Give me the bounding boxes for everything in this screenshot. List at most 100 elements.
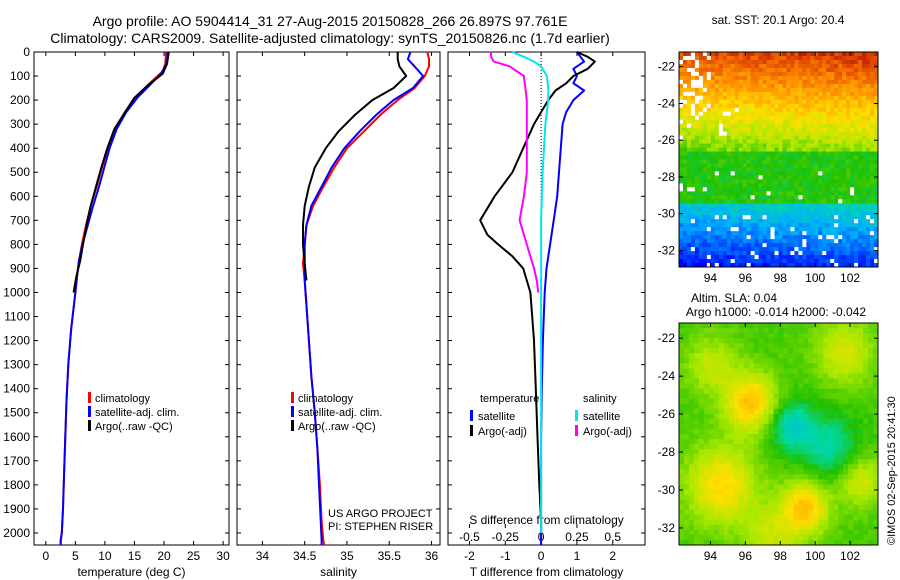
depth-tick-label: 1700: [3, 454, 30, 468]
map-y-tick-label: -32: [658, 243, 676, 257]
legend-label: climatology: [298, 393, 354, 405]
legend-swatch: [291, 420, 294, 431]
sla-map-title: Altim. SLA: 0.04: [691, 291, 777, 305]
legend-group-salinity: salinity: [583, 393, 617, 405]
depth-tick-label: 700: [10, 213, 30, 227]
map-y-tick-label: -22: [658, 60, 676, 74]
series-line-satellite-adj-clim: [59, 52, 169, 545]
series-line-salinity-satellite: [512, 51, 550, 533]
legend-label: Argo(..raw -QC): [95, 421, 173, 433]
legend-label: Argo(-adj): [583, 426, 632, 438]
map-x-tick-label: 98: [774, 271, 788, 285]
legend-label: Argo(-adj): [478, 426, 527, 438]
depth-tick-label: 1300: [3, 358, 30, 372]
legend-swatch: [575, 410, 578, 421]
series-line-salinity-argo-adj: [490, 52, 540, 293]
x-tick-label: -2: [464, 549, 475, 563]
depth-tick-label: 1100: [4, 310, 30, 324]
x-tick-label: 0: [538, 549, 545, 563]
secondary-x-axis-label: S difference from climatology: [469, 513, 624, 527]
panel-frame-0: [33, 51, 230, 546]
x-tick-label: 34: [256, 549, 270, 563]
legend-label: satellite-adj. clim.: [298, 407, 382, 419]
map-y-tick-label: -28: [658, 445, 676, 459]
x-tick-label: 30: [216, 549, 230, 563]
credit-text: ©IMOS 02-Sep-2015 20:41:30: [886, 396, 898, 545]
x-tick-label: 25: [187, 549, 201, 563]
map-x-tick-label: 96: [739, 549, 753, 563]
map-x-tick-label: 96: [739, 271, 753, 285]
map-x-tick-label: 94: [704, 549, 718, 563]
project-annotation: US ARGO PROJECT: [328, 508, 433, 520]
depth-tick-label: 1400: [3, 382, 30, 396]
depth-tick-label: 100: [10, 69, 30, 83]
depth-tick-label: 400: [10, 141, 30, 155]
legend-swatch: [470, 410, 473, 421]
map-x-tick-label: 100: [805, 271, 825, 285]
legend-swatch: [470, 425, 473, 436]
series-line-argo-raw-qc: [72, 51, 170, 293]
depth-tick-label: 200: [10, 93, 30, 107]
x-tick-label: 35: [340, 549, 354, 563]
depth-tick-label: 1900: [3, 502, 30, 516]
depth-tick-label: 2000: [3, 526, 30, 540]
map-y-tick-label: -30: [658, 483, 676, 497]
legend-swatch: [291, 406, 294, 417]
map-x-tick-label: 94: [704, 271, 718, 285]
map-y-tick-label: -24: [658, 96, 676, 110]
series-line-temperature-argo-adj: [479, 51, 596, 533]
secondary-x-tick-label: -0.5: [459, 530, 480, 544]
sst-map: [679, 52, 878, 267]
series-line-satellite-adj-clim: [303, 51, 425, 545]
map-x-tick-label: 102: [840, 271, 860, 285]
series-line-argo-raw-qc: [302, 52, 408, 281]
legend-swatch: [88, 392, 91, 403]
legend-swatch: [88, 420, 91, 431]
panel-frame-1: [236, 51, 441, 546]
sla-map: [679, 323, 878, 545]
map-x-tick-label: 102: [840, 549, 860, 563]
x-axis-label: temperature (deg C): [77, 565, 185, 579]
map-y-tick-label: -22: [658, 331, 676, 345]
secondary-x-tick-label: -0.25: [492, 530, 520, 544]
panel-frame-2: [447, 51, 646, 546]
x-axis-label: salinity: [320, 565, 357, 579]
x-tick-label: 35.5: [378, 549, 402, 563]
sst-map-title: sat. SST: 20.1 Argo: 20.4: [712, 13, 845, 27]
legend-label: satellite: [583, 411, 620, 423]
chart-title-line-2: Climatology: CARS2009. Satellite-adjuste…: [50, 30, 610, 46]
depth-tick-label: 1800: [3, 478, 30, 492]
map-frame-4: [678, 322, 879, 546]
legend-swatch: [291, 392, 294, 403]
map-frame-3: [678, 51, 879, 268]
x-tick-label: -1: [500, 549, 511, 563]
depth-tick-label: 1500: [3, 406, 30, 420]
depth-tick-label: 1000: [3, 285, 30, 299]
depth-tick-label: 800: [10, 237, 30, 251]
legend-group-temperature: temperature: [480, 393, 539, 405]
depth-tick-label: 0: [23, 45, 30, 59]
x-tick-label: 2: [609, 549, 616, 563]
depth-tick-label: 500: [10, 165, 30, 179]
legend-label: satellite-adj. clim.: [95, 407, 179, 419]
legend-swatch: [88, 406, 91, 417]
x-tick-label: 20: [157, 549, 171, 563]
map-y-tick-label: -30: [658, 207, 676, 221]
series-line-temperature-satellite: [540, 51, 586, 545]
map-x-tick-label: 100: [805, 549, 825, 563]
x-axis-label: T difference from climatology: [470, 565, 624, 579]
sla-map-subtitle: Argo h1000: -0.014 h2000: -0.042: [686, 305, 866, 319]
project-annotation: PI: STEPHEN RISER: [328, 521, 433, 533]
map-x-tick-label: 98: [774, 549, 788, 563]
map-y-tick-label: -26: [658, 407, 676, 421]
depth-tick-label: 1200: [3, 334, 30, 348]
legend-swatch: [575, 425, 578, 436]
secondary-x-tick-label: 0.5: [604, 530, 621, 544]
legend-label: climatology: [95, 393, 151, 405]
depth-tick-label: 300: [10, 117, 30, 131]
x-tick-label: 5: [72, 549, 79, 563]
legend-label: Argo(..raw -QC): [298, 421, 376, 433]
x-tick-label: 15: [128, 549, 142, 563]
x-tick-label: 34.5: [293, 549, 317, 563]
